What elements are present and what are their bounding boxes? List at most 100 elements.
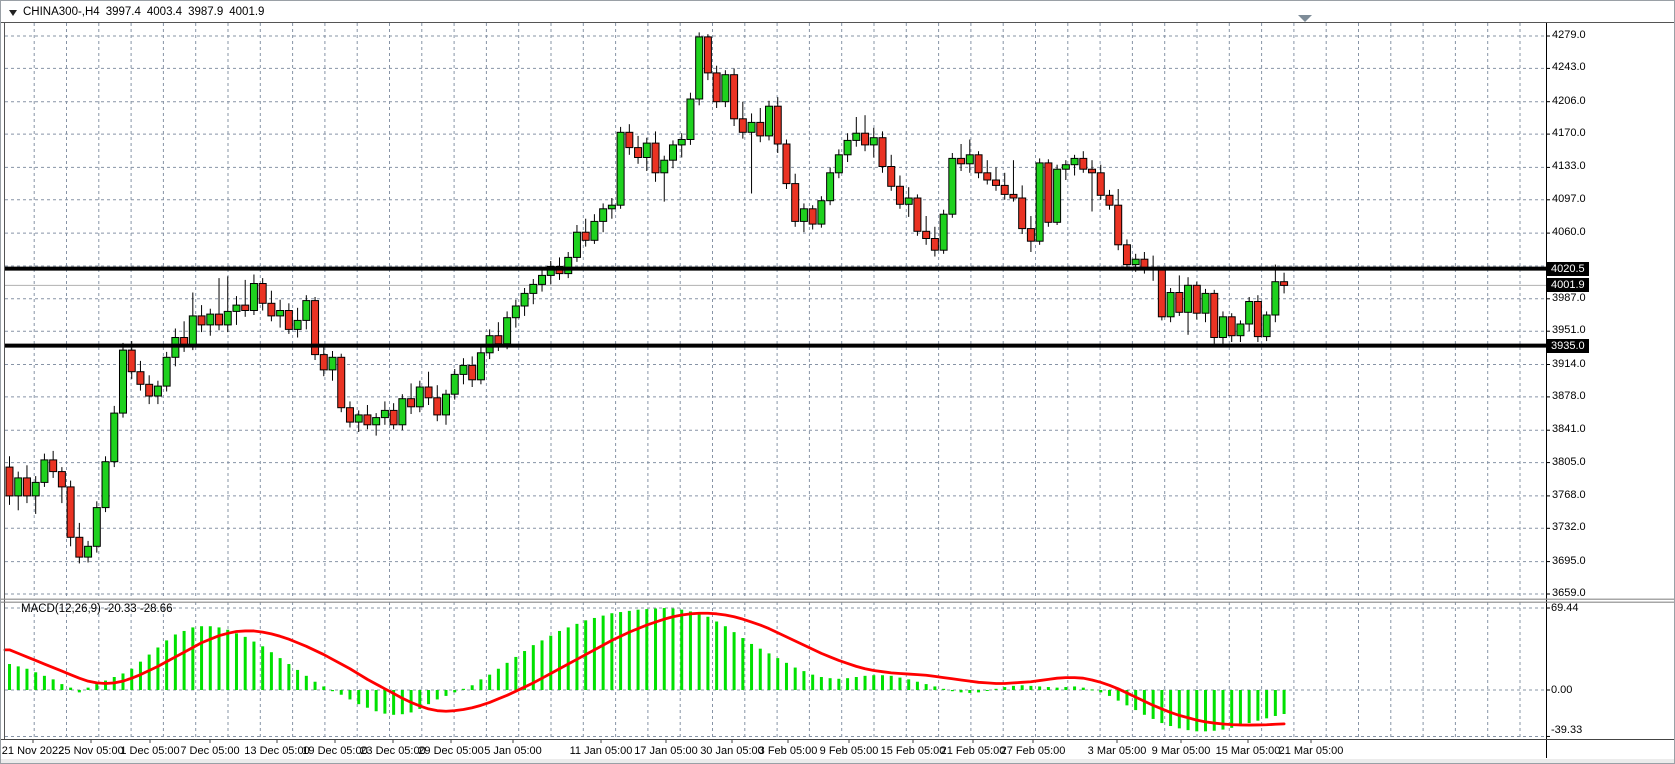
macd-histogram-bar — [252, 641, 256, 690]
candle-body — [66, 486, 75, 538]
macd-histogram-bar — [671, 608, 675, 690]
candle-body — [1053, 168, 1062, 223]
price-axis-label: 4060.0 — [1552, 226, 1586, 239]
time-axis-label: 17 Jan 05:00 — [634, 745, 698, 757]
candle-body — [712, 72, 721, 103]
macd-histogram-bar — [793, 667, 797, 690]
macd-histogram-bar — [715, 621, 719, 690]
candle-body — [1175, 292, 1184, 313]
macd-histogram-bar — [575, 623, 579, 690]
macd-histogram-bar — [959, 690, 963, 693]
time-axis-label: 29 Dec 05:00 — [418, 745, 484, 757]
candle-body — [363, 414, 372, 426]
macd-histogram-bar — [51, 679, 55, 690]
macd-axis-label: 0.00 — [1551, 684, 1573, 696]
candle-body — [284, 310, 293, 330]
candle-body — [590, 220, 599, 241]
macd-histogram-bar — [383, 690, 387, 714]
candle-body — [1035, 162, 1044, 242]
candle-body — [49, 459, 58, 473]
macd-histogram-bar — [427, 690, 431, 705]
candle-body — [293, 319, 302, 330]
candle-body — [101, 461, 110, 509]
macd-histogram-bar — [16, 666, 20, 690]
candle-body — [1131, 258, 1140, 266]
candle-body — [1210, 292, 1219, 338]
macd-histogram-bar — [95, 684, 99, 690]
candle-body — [895, 185, 904, 205]
candle-body — [695, 36, 704, 100]
level-price-badge: 4020.5 — [1547, 261, 1589, 276]
candle-body — [511, 305, 520, 319]
level-price-badge: 3935.0 — [1547, 338, 1589, 353]
price-axis-label: 4243.0 — [1552, 61, 1586, 74]
macd-histogram-bar — [365, 690, 369, 708]
candle-body — [730, 74, 739, 120]
macd-histogram-bar — [287, 664, 291, 690]
candle-body — [249, 283, 258, 311]
macd-histogram-bar — [217, 627, 221, 690]
macd-histogram-bar — [496, 668, 500, 690]
macd-histogram-bar — [697, 613, 701, 690]
price-axis-label: 3878.0 — [1552, 389, 1586, 402]
macd-histogram-bar — [723, 626, 727, 690]
macd-histogram-bar — [1186, 690, 1190, 731]
price-axis-label: 3914.0 — [1552, 357, 1586, 370]
macd-histogram-bar — [34, 672, 38, 690]
macd-histogram-bar — [86, 687, 90, 690]
macd-histogram-bar — [557, 630, 561, 690]
candle-body — [136, 371, 145, 385]
candle-body — [267, 302, 276, 317]
candle-body — [520, 292, 529, 307]
macd-histogram-bar — [767, 653, 771, 690]
time-axis-label: 19 Dec 05:00 — [302, 745, 368, 757]
macd-histogram-bar — [470, 685, 474, 690]
candle-body — [1096, 172, 1105, 196]
macd-histogram-bar — [435, 690, 439, 700]
candle-body — [808, 208, 817, 225]
candle-body — [311, 300, 320, 356]
candle-body — [302, 300, 311, 321]
macd-histogram-bar — [601, 615, 605, 690]
candle-body — [398, 398, 407, 426]
price-axis-label: 3695.0 — [1552, 554, 1586, 567]
candle-body — [241, 304, 250, 312]
time-axis-label: 15 Feb 05:00 — [880, 745, 946, 757]
macd-histogram-bar — [776, 658, 780, 690]
time-axis-label: 25 Nov 05:00 — [58, 745, 124, 757]
candle-body — [57, 471, 66, 488]
macd-histogram-bar — [1011, 685, 1015, 690]
candle-body — [913, 197, 922, 232]
macd-histogram-bar — [392, 690, 396, 715]
candle-body — [791, 183, 800, 222]
candle-body — [345, 407, 354, 423]
macd-histogram-bar — [165, 640, 169, 690]
candle-body — [1079, 157, 1088, 170]
macd-histogram-bar — [942, 688, 946, 690]
macd-histogram-bar — [706, 616, 710, 690]
macd-value: -20.33 — [104, 603, 137, 615]
macd-histogram-bar — [933, 686, 937, 690]
macd-histogram-bar — [1265, 690, 1269, 719]
candle-body — [738, 118, 747, 133]
candle-body — [14, 477, 23, 497]
time-axis-label: 9 Feb 05:00 — [819, 745, 879, 757]
candle-body — [328, 356, 337, 371]
macd-histogram-bar — [1247, 690, 1251, 724]
macd-signal-line — [3, 611, 1286, 727]
macd-histogram-bar — [60, 684, 64, 690]
macd-histogram-bar — [592, 617, 596, 690]
candle-body — [834, 154, 843, 174]
macd-histogram-bar — [514, 656, 518, 690]
macd-indicator-label: MACD(12,26,9) -20.33 -28.66 — [21, 603, 173, 615]
macd-histogram-bar — [540, 640, 544, 690]
macd-histogram-bar — [1046, 687, 1050, 690]
candle-body — [991, 179, 1000, 186]
macd-histogram-bar — [1282, 690, 1286, 715]
macd-histogram-bar — [1204, 690, 1208, 732]
macd-histogram-bar — [898, 677, 902, 690]
candle-body — [1114, 204, 1123, 246]
price-axis-label: 3659.0 — [1552, 587, 1586, 599]
candle-body — [1218, 316, 1227, 338]
